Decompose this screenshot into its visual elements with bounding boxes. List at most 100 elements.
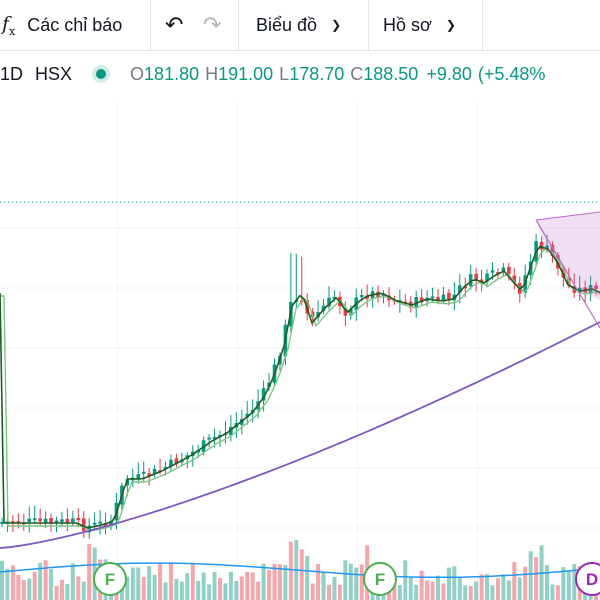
candle-body: [430, 296, 435, 299]
volume-bar: [490, 585, 495, 600]
candle-body: [512, 275, 517, 283]
volume-bar: [414, 584, 419, 600]
volume-bar: [283, 564, 288, 600]
volume-bar: [485, 574, 490, 600]
candle-body: [419, 297, 424, 303]
volume-bar: [223, 583, 228, 600]
marker-circle: [575, 562, 600, 596]
toolbar-divider: [238, 0, 239, 50]
marker-label: F: [105, 570, 115, 589]
volume-bar: [474, 581, 479, 600]
volume-bar: [550, 584, 555, 600]
candle-body: [349, 309, 353, 316]
volume-bar: [272, 563, 277, 600]
candle-body: [103, 523, 108, 527]
change-value: +9.80: [426, 63, 472, 84]
volume-bar: [81, 581, 86, 600]
dividend-marker[interactable]: D: [575, 562, 600, 596]
candle-body: [550, 244, 555, 257]
profile-menu-label: Hồ sơ: [383, 14, 432, 35]
volume-bar: [32, 571, 37, 600]
undo-icon[interactable]: ↶: [165, 12, 184, 37]
candle-body: [332, 296, 337, 299]
volume-bar: [49, 569, 54, 600]
volume-bar: [239, 576, 244, 600]
candle-body: [261, 388, 266, 401]
volume-bar: [179, 581, 184, 600]
volume-bar: [566, 571, 571, 600]
market-status-icon: [96, 69, 107, 79]
interval-label[interactable]: 1D: [0, 63, 24, 84]
volume-bar: [261, 563, 266, 600]
volume-bar: [190, 562, 195, 600]
moving-average-long: [0, 321, 600, 549]
volume-bar: [201, 572, 206, 600]
change-percent: (+5.48%: [477, 63, 546, 84]
financials-marker[interactable]: F: [93, 562, 127, 596]
pattern-lower-line: [535, 219, 600, 329]
volume-bar: [218, 578, 222, 600]
candle-body: [496, 272, 500, 275]
candle-body: [65, 518, 70, 524]
candle-body: [152, 468, 157, 475]
candle-body: [414, 297, 418, 307]
candle-body: [479, 279, 484, 283]
candle-body: [76, 518, 81, 521]
chart-menu-button[interactable]: Biểu đồ ❯: [256, 0, 341, 50]
candle-body: [458, 285, 462, 293]
volume-bar: [5, 568, 10, 600]
candle-body: [98, 521, 102, 524]
volume-bar: [152, 574, 157, 600]
volume-bar: [419, 570, 424, 600]
candle-body: [594, 285, 598, 289]
chart-menu-label: Biểu đồ: [256, 14, 318, 35]
candle-body: [507, 266, 511, 275]
volume-bar: [299, 549, 304, 600]
candle-body: [212, 436, 217, 439]
volume-bar: [130, 567, 135, 600]
top-toolbar: fx Các chỉ báo ↶ ↷ Biểu đồ ❯ Hồ sơ ❯: [0, 0, 600, 51]
volume-bar: [441, 583, 446, 600]
candle-body: [490, 270, 495, 273]
volume-bar: [21, 580, 26, 600]
close-label: C: [350, 63, 364, 84]
volume-bar: [136, 567, 141, 600]
volume-bar: [43, 560, 48, 600]
volume-bar: [147, 566, 152, 600]
volume-bar: [397, 585, 402, 600]
volume-bar: [528, 551, 533, 600]
volume-bar: [495, 578, 500, 600]
indicators-button[interactable]: fx Các chỉ báo: [2, 0, 122, 50]
close-value: 188.50: [363, 63, 419, 84]
high-value: 191.00: [218, 63, 274, 84]
volume-bar: [234, 580, 239, 600]
volume-bar: [196, 580, 201, 600]
volume-bar: [321, 572, 326, 600]
marker-circle: [93, 562, 127, 596]
volume-bar: [16, 574, 21, 600]
volume-bar: [250, 572, 255, 600]
candle-body: [81, 518, 86, 531]
volume-bar: [561, 567, 566, 600]
toolbar-divider: [368, 0, 369, 50]
volume-bar: [59, 579, 64, 600]
moving-average-fast: [0, 245, 600, 529]
moving-average-medium: [0, 248, 600, 532]
candle-body: [136, 474, 141, 479]
financials-marker[interactable]: F: [363, 562, 397, 596]
function-icon: fx: [2, 12, 16, 38]
indicators-label: Các chỉ báo: [27, 14, 123, 35]
low-value: 178.70: [289, 63, 345, 84]
volume-bar: [288, 541, 293, 600]
volume-bar: [436, 575, 440, 600]
redo-icon[interactable]: ↷: [203, 12, 222, 37]
volume-bar: [523, 566, 528, 600]
candle-body: [60, 519, 64, 523]
profile-menu-button[interactable]: Hồ sơ ❯: [383, 0, 456, 50]
volume-bar: [168, 562, 173, 600]
exchange-label[interactable]: HSX: [35, 63, 73, 84]
volume-bar: [337, 584, 342, 600]
volume-bar: [212, 571, 217, 600]
volume-bar: [163, 582, 168, 600]
